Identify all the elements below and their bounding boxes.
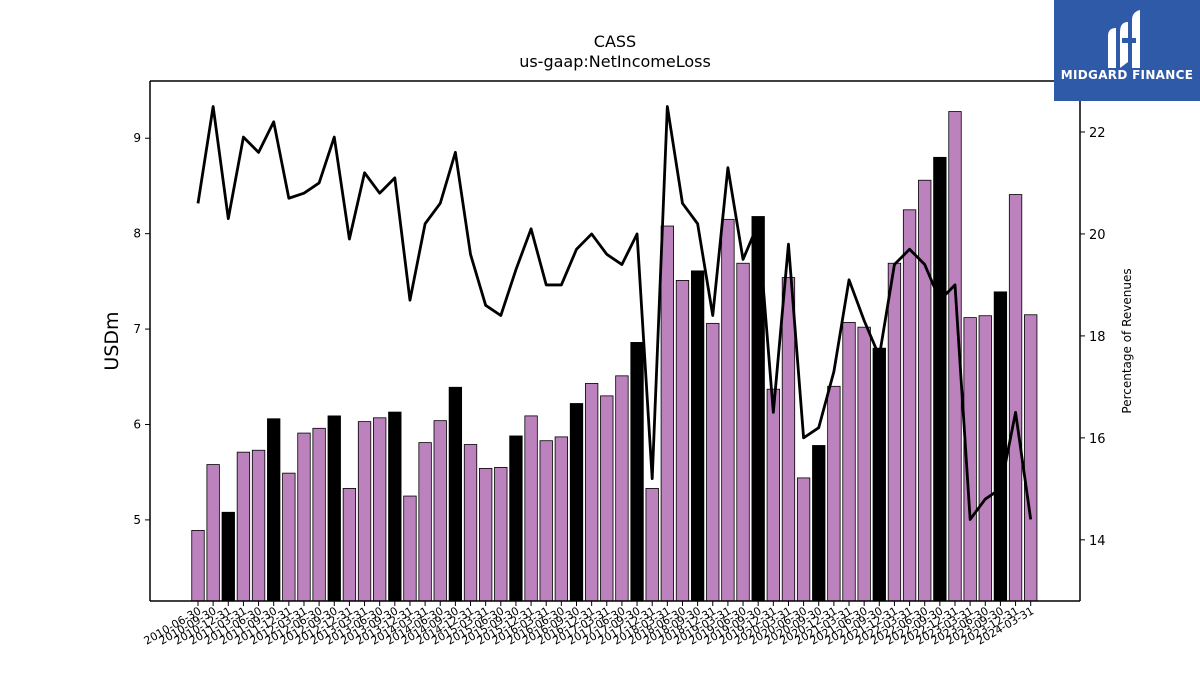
bar-2024-03-31 — [1024, 314, 1038, 602]
bar-2010-06-30 — [191, 529, 205, 602]
y-tick-label: 9 — [133, 131, 141, 145]
chart-subtitle: us-gaap:NetIncomeLoss — [519, 52, 711, 71]
y2-tick-label: 20 — [1089, 228, 1106, 243]
bar-2018-12-31 — [706, 322, 720, 602]
bar-2021-12-31 — [887, 262, 902, 602]
bar-2022-03-31 — [902, 209, 917, 602]
bar-2017-12-31 — [645, 488, 659, 602]
bar-2016-12-31 — [584, 383, 599, 602]
bar-2013-12-31 — [403, 495, 417, 602]
revenue-percentage-line — [196, 105, 1033, 521]
bar-2012-12-31 — [342, 488, 357, 602]
y-tick-label: 8 — [133, 227, 141, 241]
y-axis-label: USDm — [101, 311, 123, 370]
bar-2013-09-30 — [388, 411, 402, 602]
bar-2015-09-30 — [509, 435, 523, 602]
bar-2021-06-30 — [857, 326, 871, 602]
bar-2021-09-30 — [872, 347, 886, 602]
bar-2016-09-30 — [569, 403, 584, 602]
y-tick-label: 6 — [133, 417, 141, 431]
y2-tick-label: 18 — [1089, 330, 1106, 345]
bar-2013-06-30 — [373, 417, 387, 602]
bar-2013-03-31 — [357, 421, 372, 602]
bar-2012-03-31 — [297, 432, 311, 602]
bar-2023-06-30 — [978, 315, 992, 602]
bar-2018-06-30 — [675, 280, 690, 602]
bar-2020-09-30 — [812, 445, 826, 602]
bar-2019-12-31 — [766, 388, 780, 602]
bar-2022-06-30 — [918, 179, 932, 602]
y2-axis-label: Percentage of Revenues — [1120, 268, 1134, 413]
bar-2021-03-31 — [842, 321, 856, 602]
bar-2012-06-30 — [312, 427, 326, 602]
bar-2020-12-31 — [827, 385, 841, 602]
brand-name: MIDGARD FINANCE — [1060, 68, 1194, 82]
bar-2011-09-30 — [267, 418, 281, 602]
bar-2014-06-30 — [433, 420, 447, 602]
bar-2011-06-30 — [251, 449, 266, 602]
bar-2011-03-31 — [236, 451, 251, 602]
bar-2014-09-30 — [448, 386, 463, 602]
y2-tick-label: 14 — [1089, 534, 1106, 549]
chart-title: CASS — [593, 32, 637, 51]
bar-2023-09-30 — [993, 291, 1008, 602]
bar-2010-12-31 — [221, 511, 235, 602]
bar-2020-03-31 — [781, 277, 796, 602]
bar-2023-12-31 — [1008, 194, 1023, 602]
bar-2017-03-31 — [600, 395, 614, 602]
bar-2015-06-30 — [494, 467, 508, 602]
y2-tick-label: 22 — [1089, 126, 1106, 141]
bar-2016-06-30 — [554, 436, 569, 602]
brand-mark-icon — [1108, 10, 1140, 68]
bar-2015-12-31 — [524, 415, 538, 602]
bar-2011-12-31 — [282, 472, 296, 602]
bar-2018-09-30 — [690, 270, 705, 602]
bar-2010-09-30 — [206, 464, 220, 602]
bar-2019-03-31 — [721, 218, 735, 602]
y2-tick-label: 16 — [1089, 432, 1106, 447]
bar-2012-09-30 — [327, 415, 341, 602]
bar-2018-03-31 — [660, 225, 674, 602]
bar-2014-03-31 — [418, 442, 432, 602]
bar-2015-03-31 — [479, 467, 493, 602]
bar-2016-03-31 — [539, 440, 553, 602]
bar-2017-09-30 — [630, 342, 644, 602]
bar-2014-12-31 — [463, 444, 478, 602]
brand-logo: MIDGARD FINANCE — [1054, 0, 1200, 101]
y-tick-label: 5 — [133, 513, 141, 527]
bar-2020-06-30 — [796, 477, 811, 602]
bar-2019-06-30 — [736, 262, 750, 602]
y-tick-label: 7 — [133, 322, 141, 336]
bar-2022-09-30 — [933, 156, 947, 602]
bar-2017-06-30 — [615, 375, 629, 602]
